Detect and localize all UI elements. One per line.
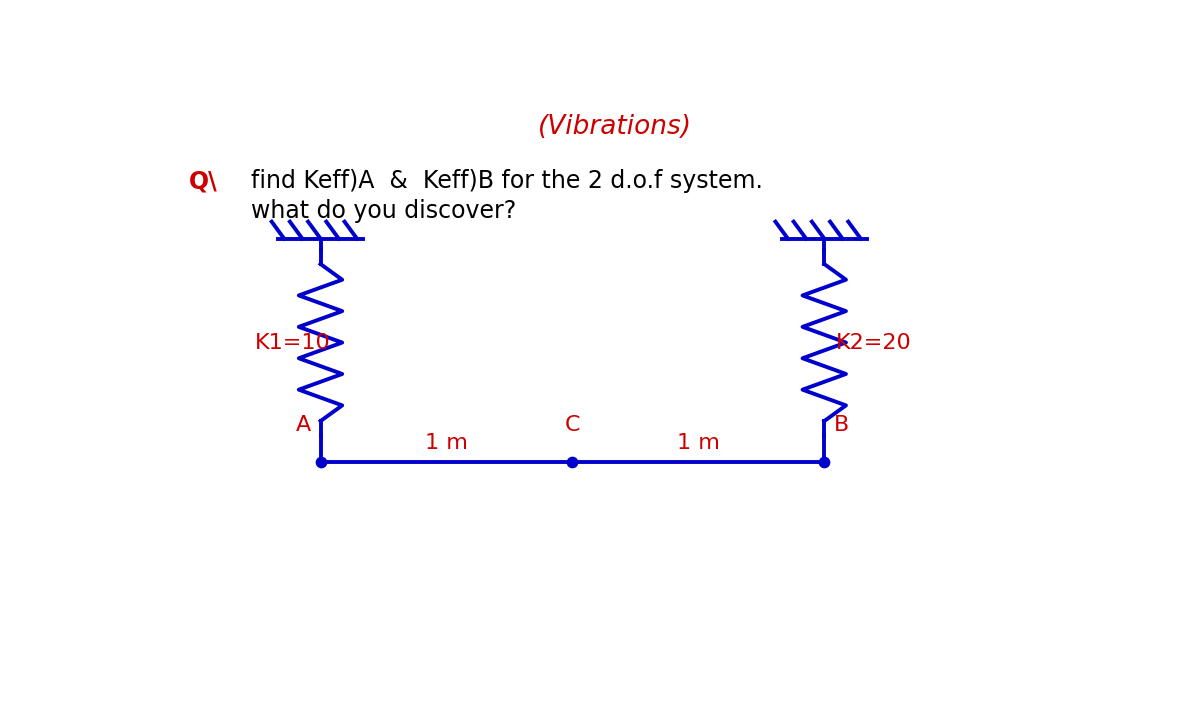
Text: A: A: [296, 415, 311, 435]
Point: [311, 456, 330, 467]
Text: 1 m: 1 m: [677, 433, 720, 453]
Text: 1 m: 1 m: [425, 433, 468, 453]
Text: find Keff)A  &  Keff)B for the 2 d.o.f system.: find Keff)A & Keff)B for the 2 d.o.f sys…: [251, 169, 763, 193]
Text: what do you discover?: what do you discover?: [251, 199, 516, 223]
Text: C: C: [565, 415, 580, 435]
Text: K2=20: K2=20: [836, 333, 912, 352]
Text: Q\: Q\: [188, 169, 217, 193]
Point: [815, 456, 834, 467]
Text: (Vibrations): (Vibrations): [538, 114, 692, 140]
Text: B: B: [834, 415, 848, 435]
Point: [563, 456, 582, 467]
Text: K1=10: K1=10: [254, 333, 330, 352]
